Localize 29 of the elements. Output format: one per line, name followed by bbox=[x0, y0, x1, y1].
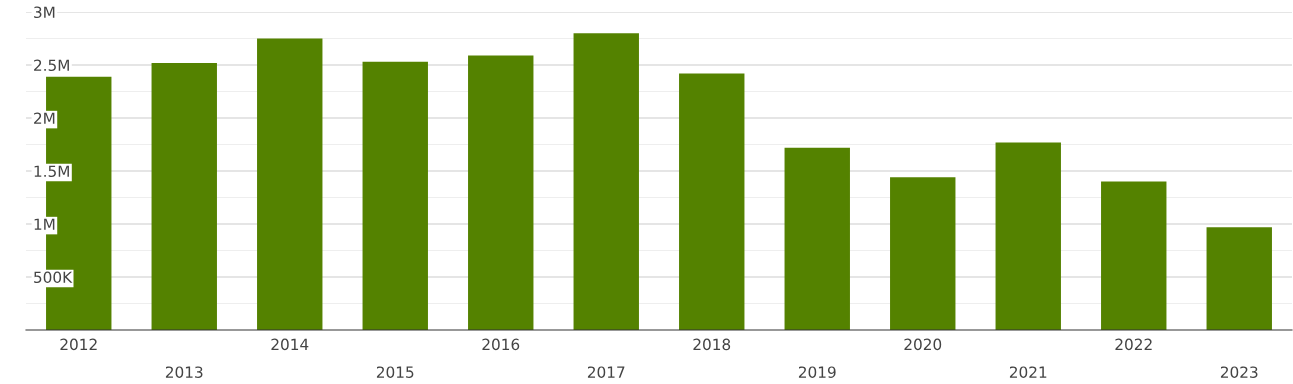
bar bbox=[257, 38, 323, 330]
y-tick-label: 1M bbox=[34, 218, 55, 230]
x-tick-label: 2017 bbox=[587, 366, 625, 378]
bar bbox=[573, 33, 639, 330]
bar bbox=[1206, 227, 1272, 330]
bar bbox=[362, 61, 428, 330]
bar bbox=[1101, 181, 1167, 330]
y-tick-label: 1.5M bbox=[34, 165, 69, 178]
bar bbox=[995, 142, 1061, 330]
x-tick-label: 2015 bbox=[376, 366, 414, 378]
bar bbox=[151, 62, 217, 330]
y-tick-label: 500K bbox=[34, 271, 73, 284]
bar bbox=[890, 177, 956, 330]
x-tick-label: 2023 bbox=[1220, 366, 1258, 378]
x-tick-label: 2021 bbox=[1009, 366, 1047, 378]
x-tick-label: 2013 bbox=[165, 366, 203, 378]
x-tick-label: 2016 bbox=[482, 338, 520, 351]
bar bbox=[468, 55, 534, 330]
x-tick-label: 2012 bbox=[60, 338, 97, 351]
y-tick-label: 3M bbox=[34, 6, 55, 19]
x-tick-label: 2019 bbox=[798, 366, 836, 378]
x-tick-label: 2020 bbox=[904, 338, 942, 351]
x-tick-label: 2022 bbox=[1115, 338, 1152, 351]
y-tick-label: 2.5M bbox=[34, 59, 69, 72]
x-tick-label: 2018 bbox=[693, 338, 731, 351]
x-tick-label: 2014 bbox=[271, 338, 309, 351]
bar bbox=[679, 73, 745, 330]
y-tick-label: 2M bbox=[34, 112, 55, 124]
bar bbox=[784, 147, 850, 330]
